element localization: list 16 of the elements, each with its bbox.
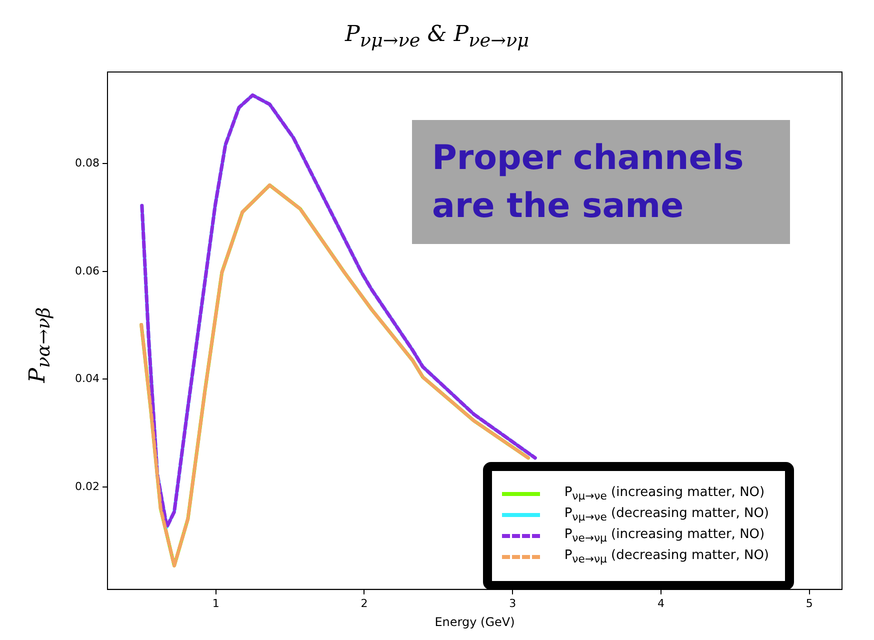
chart-title: P$_{νμ→νe}$ & P$_{νe→νμ}$ [344, 22, 530, 52]
y-tick-label: 0.02 [74, 480, 100, 493]
legend-label: P$_{νe→νμ}$ (increasing matter, NO) [564, 526, 765, 544]
x-tick-label: 2 [360, 596, 368, 610]
legend-label: P$_{νμ→νe}$ (increasing matter, NO) [564, 484, 765, 502]
annotation: Proper channels are the same [412, 120, 790, 244]
y-tick-label: 0.08 [74, 156, 100, 170]
x-tick-label: 1 [212, 596, 220, 610]
x-axis-title: Energy (GeV) [434, 614, 515, 629]
x-tick-label: 4 [657, 596, 664, 610]
legend-label: P$_{νe→νμ}$ (decreasing matter, NO) [564, 548, 769, 566]
y-tick-label: 0.06 [74, 264, 100, 278]
x-tick-label: 5 [806, 596, 813, 610]
x-tick-label: 3 [509, 596, 516, 610]
legend-label: P$_{νμ→νe}$ (decreasing matter, NO) [564, 506, 769, 524]
y-tick-label: 0.04 [74, 372, 100, 386]
